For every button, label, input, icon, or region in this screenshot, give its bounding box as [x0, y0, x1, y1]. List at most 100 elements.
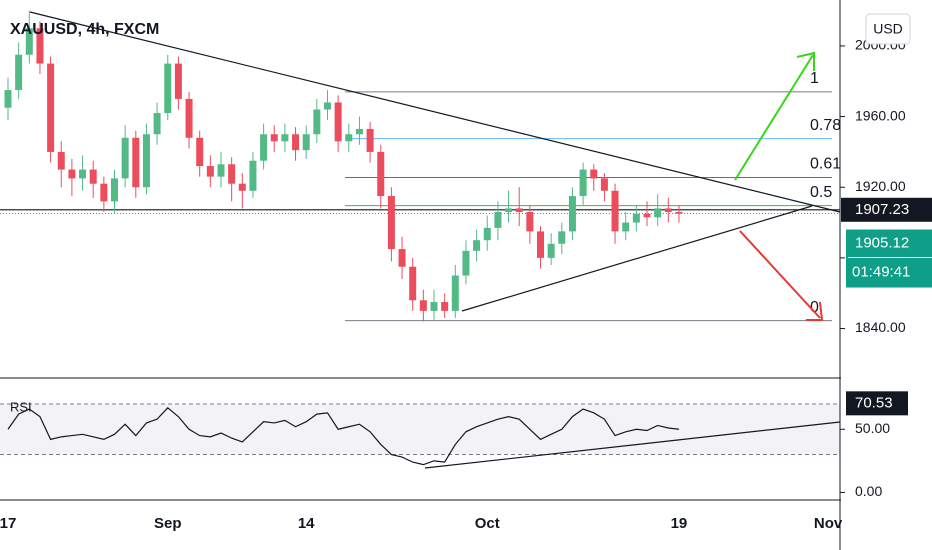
- plot: 1 0.78 0.61 0.5 0: [0, 10, 841, 466]
- candle-body: [377, 151, 385, 197]
- candle-body: [249, 160, 257, 191]
- trendline: [29, 11, 841, 213]
- x-tick-label: 19: [671, 515, 688, 532]
- candle-body: [537, 231, 544, 258]
- candle-body: [430, 302, 438, 311]
- y-tick-label: 1960.00: [855, 107, 906, 123]
- candle-body: [568, 196, 576, 232]
- fib-label: 0: [810, 299, 819, 316]
- down-arrow: [739, 230, 824, 321]
- candle-body: [675, 211, 683, 214]
- candle-body: [57, 151, 65, 170]
- candle-body: [664, 208, 672, 212]
- candle-body: [313, 109, 321, 135]
- currency-button[interactable]: [865, 13, 911, 45]
- candle-body: [441, 302, 449, 311]
- candle-body: [526, 211, 534, 232]
- candle-body: [132, 137, 140, 188]
- candle-body: [387, 196, 395, 250]
- candle-body: [590, 169, 598, 179]
- candle-body: [324, 102, 331, 110]
- candle-body: [654, 208, 662, 218]
- fib-label: 0.78: [810, 117, 841, 134]
- candle-body: [153, 113, 161, 135]
- rsi-label: RSI: [10, 399, 32, 414]
- candle-body: [622, 222, 630, 232]
- candle-body: [409, 266, 417, 301]
- x-tick-label: 17: [0, 515, 16, 532]
- candle-body: [366, 128, 374, 152]
- candle-body: [292, 134, 300, 151]
- candle-body: [632, 213, 640, 223]
- candle-body: [36, 28, 44, 64]
- candle-body: [281, 134, 289, 142]
- rsi-line: [7, 406, 680, 466]
- candle-body: [398, 249, 406, 267]
- candle-body: [228, 164, 236, 184]
- x-tick-label: Nov: [814, 515, 843, 532]
- candle-body: [473, 240, 481, 251]
- rsi-band: [0, 404, 840, 455]
- candle-body: [89, 169, 97, 184]
- bid-price-label: 1905.12: [855, 234, 909, 251]
- candle-body: [505, 208, 513, 212]
- candle-body: [217, 164, 225, 177]
- candle-body: [47, 63, 55, 152]
- candle-body: [419, 300, 427, 311]
- candle-body: [611, 190, 619, 232]
- candle-body: [260, 134, 268, 161]
- candle-body: [302, 134, 310, 151]
- rsi-value-label: 70.53: [855, 394, 893, 411]
- candle-body: [4, 90, 12, 108]
- candle-body: [345, 134, 353, 142]
- candle-body: [270, 134, 278, 142]
- candle-body: [462, 250, 470, 276]
- candle-body: [79, 169, 87, 179]
- x-tick-label: 14: [298, 515, 315, 532]
- symbol-title: XAUUSD, 4h, FXCM: [10, 21, 159, 38]
- fib-label: 0.61: [810, 156, 841, 173]
- x-tick-label: Sep: [154, 515, 182, 532]
- candle-body: [185, 98, 193, 138]
- candle-body: [111, 178, 118, 202]
- candle-body: [334, 102, 342, 142]
- candle-body: [558, 231, 566, 244]
- trendline: [461, 205, 813, 312]
- candle-body: [25, 28, 33, 55]
- rsi-value-box: [846, 391, 908, 416]
- candle-body: [494, 211, 502, 228]
- candle-body: [483, 227, 491, 241]
- last-price-label: 1907.23: [855, 201, 909, 218]
- candle-body: [451, 275, 459, 311]
- bid-price-box: [846, 229, 932, 288]
- candle-body: [15, 54, 23, 91]
- candle-body: [196, 137, 204, 167]
- fib-label: 1: [810, 70, 819, 87]
- candle-body: [547, 243, 555, 258]
- up-arrow: [734, 51, 815, 181]
- candle-body: [164, 63, 172, 114]
- fib-label: 0.5: [810, 184, 832, 201]
- currency-label[interactable]: USD: [873, 21, 903, 37]
- candle-body: [174, 63, 182, 99]
- y-tick-label: 1840.00: [855, 319, 906, 335]
- candle-body: [142, 134, 150, 188]
- candle-body: [68, 169, 76, 179]
- candle-body: [238, 183, 246, 191]
- x-tick-label: Oct: [475, 515, 500, 532]
- candle-body: [206, 166, 214, 177]
- candle-body: [515, 208, 523, 212]
- countdown-label: 01:49:41: [852, 263, 910, 280]
- candle-body: [100, 183, 108, 202]
- candle-body: [355, 128, 363, 135]
- y-tick-label: 0.00: [855, 483, 882, 499]
- candle-body: [579, 169, 587, 197]
- y-tick-label: 1920.00: [855, 178, 906, 194]
- candle-body: [121, 137, 129, 179]
- last-price-box: [841, 197, 932, 222]
- y-tick-label: 50.00: [855, 420, 890, 436]
- trendline: [424, 421, 841, 469]
- candle-body: [643, 213, 651, 218]
- candle-body: [600, 178, 608, 191]
